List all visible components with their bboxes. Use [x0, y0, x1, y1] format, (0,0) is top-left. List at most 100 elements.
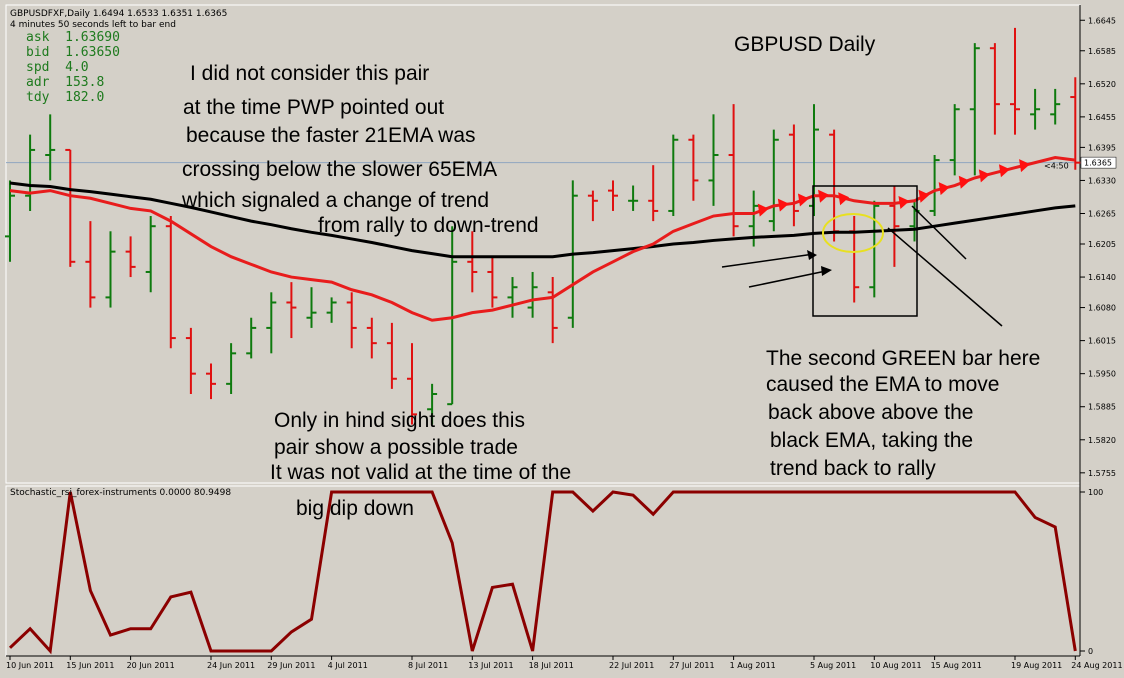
- ema-arrow: [838, 192, 850, 206]
- time-axis: 10 Jun 2011 15 Jun 2011 20 Jun 2011 24 Jun …: [6, 656, 1123, 670]
- ohlc-bar: [366, 317, 377, 359]
- ohlc-bar: [969, 43, 980, 176]
- quote-label: tdy: [26, 90, 50, 105]
- right-note-line-1: The second GREEN bar here: [766, 347, 1041, 370]
- ema-arrow-markers: [757, 159, 1031, 217]
- stochastic-rsi-line: [8, 490, 1077, 655]
- ohlc-bar: [527, 271, 538, 318]
- quote-row-ask: ask 1.63690: [26, 30, 120, 45]
- ohlc-bar: [206, 363, 216, 400]
- quote-value: 153.8: [65, 75, 105, 90]
- price-tick-label: 1.6585: [1088, 47, 1116, 56]
- ohlc-bar: [467, 231, 478, 293]
- highlight-box: [812, 185, 918, 317]
- ohlc-bar: [105, 231, 116, 308]
- quote-value: 1.63650: [65, 45, 120, 60]
- ohlc-bar: [507, 277, 518, 318]
- ema-arrow: [998, 164, 1010, 178]
- price-tick-label: 1.6265: [1088, 209, 1116, 218]
- price-tick-label: 1.5950: [1088, 370, 1116, 379]
- price-tick-label: 1.6330: [1088, 176, 1116, 185]
- right-note-line-2: caused the EMA to move: [766, 373, 1000, 396]
- quote-value: 4.0: [65, 60, 89, 75]
- time-tick-label: 8 Jul 2011: [408, 661, 448, 670]
- ema-arrow: [757, 203, 769, 217]
- right-note-line-5: trend back to rally: [770, 457, 936, 480]
- right-note-line-4: black EMA, taking the: [770, 429, 974, 452]
- quote-panel: ask 1.63690 bid 1.63650 spd 4.0 adr 153.…: [26, 30, 120, 105]
- time-tick-label: 10 Aug 2011: [870, 661, 921, 670]
- ohlc-bar: [708, 114, 719, 206]
- ohlc-bar: [929, 155, 940, 217]
- ohlc-bar: [5, 180, 15, 262]
- quote-row-bid: bid 1.63650: [26, 45, 120, 60]
- indicator-tick-label: 0: [1088, 647, 1093, 656]
- quote-row-adr: adr 153.8: [26, 75, 120, 90]
- ohlc-bar: [1030, 88, 1041, 130]
- ohlc-bar: [25, 134, 36, 211]
- ohlc-bar: [386, 322, 397, 389]
- quote-row-tdy: tdy 182.0: [26, 90, 120, 105]
- price-tick-label: 1.6645: [1088, 16, 1116, 25]
- current-price-label-text: 1.6365: [1084, 159, 1112, 168]
- pointer-line: [748, 270, 827, 288]
- price-tick-label: 1.6520: [1088, 80, 1116, 89]
- ohlc-bar: [608, 180, 618, 211]
- highlight-circle: [822, 213, 884, 253]
- bar-timer-label: <4:50: [1044, 162, 1069, 171]
- ohlc-bar: [989, 43, 1000, 135]
- time-tick-label: 24 Jun 2011: [207, 661, 255, 670]
- indicator-axis: 100 0: [1080, 488, 1103, 656]
- analysis-overlay: [721, 185, 1003, 327]
- ohlc-bar: [45, 114, 56, 181]
- ema-21-line: [9, 156, 1076, 322]
- time-tick-label: 13 Jul 2011: [468, 661, 513, 670]
- ohlc-bar: [226, 343, 237, 395]
- ohlc-bar: [326, 297, 337, 323]
- ema-arrow: [978, 169, 990, 183]
- indicator-header: Stochastic_rsi_forex-instruments 0.0000 …: [10, 488, 232, 498]
- quote-value: 182.0: [65, 90, 105, 105]
- quote-value: 1.63690: [65, 30, 120, 45]
- ohlc-bar: [889, 185, 900, 267]
- left-note-line-1: I did not consider this pair: [190, 62, 430, 85]
- ohlc-bar: [407, 343, 417, 425]
- pointer-arrowhead: [821, 266, 832, 276]
- price-tick-label: 1.6205: [1088, 240, 1116, 249]
- ohlc-bar: [306, 287, 317, 328]
- quote-label: ask: [26, 30, 50, 45]
- price-tick-label: 1.5820: [1088, 436, 1116, 445]
- ohlc-bar: [85, 221, 96, 308]
- hindsight-note-line-2: pair show a possible trade: [274, 436, 518, 459]
- ema-arrow: [1019, 159, 1031, 173]
- time-tick-label: 18 Jul 2011: [529, 661, 574, 670]
- ohlc-bar: [648, 165, 659, 222]
- quote-label: bid: [26, 45, 50, 60]
- time-tick-label: 10 Jun 2011: [6, 661, 54, 670]
- ema-arrow: [777, 198, 789, 212]
- ema-arrow: [958, 175, 970, 189]
- right-note-line-3: back above above the: [768, 401, 974, 424]
- left-note-line-3: because the faster 21EMA was: [186, 124, 476, 147]
- ohlc-bar: [266, 292, 277, 354]
- chart-header: GBPUSDFXF,Daily 1.6494 1.6533 1.6351 1.6…: [10, 9, 227, 31]
- ohlc-bar: [869, 200, 880, 298]
- hindsight-note-line-3: It was not valid at the time of the: [270, 461, 572, 484]
- ema-arrow: [938, 182, 950, 196]
- ohlc-bars: [5, 27, 1081, 425]
- quote-row-spd: spd 4.0: [26, 60, 120, 75]
- price-axis: 1.6645 1.6585 1.6520 1.6455 1.6395 1.6330 1.62…: [1080, 16, 1116, 478]
- ema-arrow: [918, 189, 930, 203]
- chart-title: GBPUSD Daily: [734, 33, 876, 56]
- time-tick-label: 22 Jul 2011: [609, 661, 654, 670]
- left-note-line-6: from rally to down-trend: [318, 214, 539, 237]
- hindsight-note-line-4: big dip down: [296, 497, 414, 520]
- ohlc-bar: [668, 134, 679, 217]
- ema-arrow: [818, 189, 830, 203]
- time-tick-label: 20 Jun 2011: [127, 661, 175, 670]
- ema-65-line: [9, 181, 1076, 259]
- ohlc-bar: [145, 216, 156, 293]
- ohlc-bar: [587, 190, 598, 222]
